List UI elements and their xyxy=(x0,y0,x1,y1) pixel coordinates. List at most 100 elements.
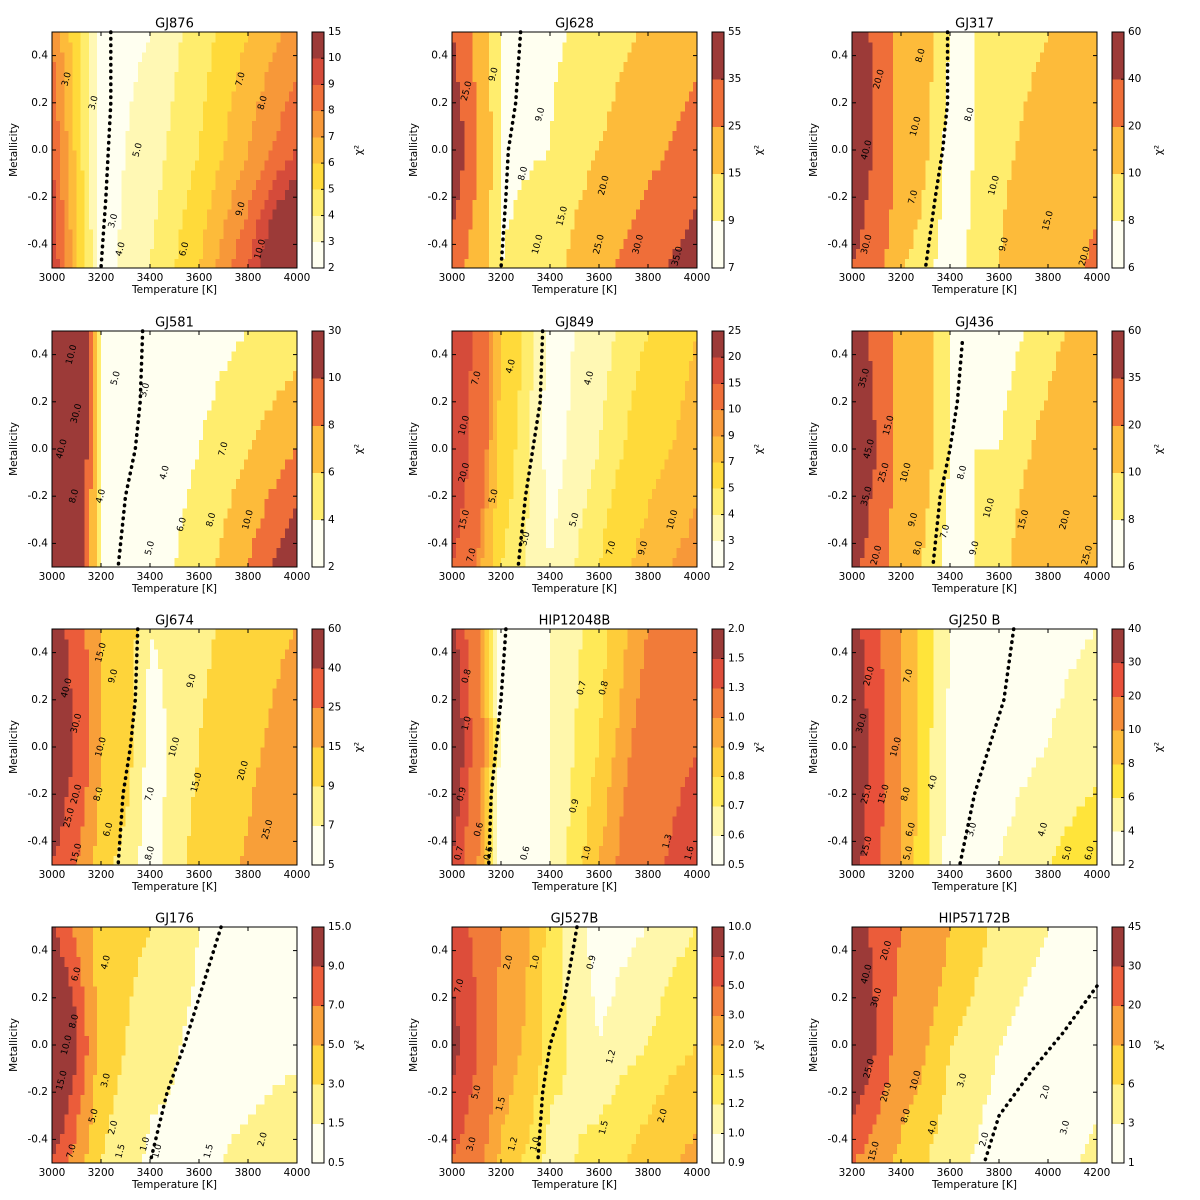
field-cell xyxy=(211,180,216,190)
field-cell xyxy=(1052,111,1057,121)
field-cell xyxy=(999,258,1004,268)
field-cell xyxy=(215,42,220,52)
field-cell xyxy=(673,180,678,190)
field-cell xyxy=(685,130,690,140)
field-cell xyxy=(224,199,229,209)
field-cell xyxy=(615,189,620,199)
field-cell xyxy=(611,170,616,180)
field-cell xyxy=(472,150,477,160)
field-cell xyxy=(244,101,249,111)
field-cell xyxy=(138,239,143,249)
field-cell xyxy=(926,140,931,150)
field-cell xyxy=(905,111,910,121)
field-cell xyxy=(538,71,543,81)
field-cell xyxy=(224,42,229,52)
field-cell xyxy=(570,121,575,131)
field-cell xyxy=(1056,32,1061,42)
field-cell xyxy=(501,62,506,72)
field-cell xyxy=(191,101,196,111)
field-cell xyxy=(513,32,518,42)
x-tick-label: 3600 xyxy=(586,272,613,284)
field-cell xyxy=(636,160,641,170)
field-cell xyxy=(554,52,559,62)
field-cell xyxy=(542,219,547,229)
field-cell xyxy=(1036,229,1041,239)
field-cell xyxy=(477,248,482,258)
field-cell xyxy=(170,239,175,249)
field-cell xyxy=(154,62,159,72)
field-cell xyxy=(170,488,175,498)
field-cell xyxy=(921,71,926,81)
field-cell xyxy=(1085,62,1090,72)
field-cell xyxy=(926,189,931,199)
field-cell xyxy=(1056,91,1061,101)
field-cell xyxy=(130,239,135,249)
field-cell xyxy=(550,239,555,249)
field-cell xyxy=(207,547,212,557)
field-cell xyxy=(142,52,147,62)
field-cell xyxy=(619,258,624,268)
field-cell xyxy=(864,121,869,131)
field-cell xyxy=(550,81,555,91)
field-cell xyxy=(477,81,482,91)
field-cell xyxy=(995,121,1000,131)
field-cell xyxy=(252,180,257,190)
field-cell xyxy=(199,248,204,258)
field-cell xyxy=(579,189,584,199)
field-cell xyxy=(187,101,192,111)
field-cell xyxy=(1056,71,1061,81)
field-cell xyxy=(485,239,490,249)
field-cell xyxy=(228,170,233,180)
field-cell xyxy=(142,219,147,229)
field-cell xyxy=(121,209,126,219)
field-cell xyxy=(897,62,902,72)
field-cell xyxy=(175,199,180,209)
field-cell xyxy=(452,209,457,219)
field-cell xyxy=(681,209,686,219)
field-cell xyxy=(1024,81,1029,91)
field-cell xyxy=(872,101,877,111)
field-cell xyxy=(273,258,278,268)
field-cell xyxy=(901,81,906,91)
field-cell xyxy=(199,180,204,190)
field-cell xyxy=(636,209,641,219)
field-cell xyxy=(203,32,208,42)
field-cell xyxy=(191,229,196,239)
field-cell xyxy=(1064,229,1069,239)
field-cell xyxy=(460,150,465,160)
y-tick-label: 0.4 xyxy=(31,50,48,62)
field-cell xyxy=(56,229,61,239)
field-cell xyxy=(146,239,151,249)
field-cell xyxy=(477,239,482,249)
field-cell xyxy=(619,62,624,72)
field-cell xyxy=(252,101,257,111)
field-cell xyxy=(477,32,482,42)
field-cell xyxy=(138,71,143,81)
field-cell xyxy=(1015,170,1020,180)
colorbar-tick-label: 7 xyxy=(728,262,735,274)
field-cell xyxy=(154,140,159,150)
field-cell xyxy=(685,71,690,81)
field-cell xyxy=(648,62,653,72)
field-cell xyxy=(962,160,967,170)
field-cell xyxy=(1064,150,1069,160)
field-cell xyxy=(489,160,494,170)
field-cell xyxy=(89,81,94,91)
field-cell xyxy=(579,71,584,81)
field-cell xyxy=(1048,101,1053,111)
field-cell xyxy=(121,160,126,170)
field-cell xyxy=(493,209,498,219)
field-cell xyxy=(562,81,567,91)
field-cell xyxy=(224,62,229,72)
field-cell xyxy=(570,32,575,42)
field-cell xyxy=(52,52,57,62)
field-cell xyxy=(954,111,959,121)
field-cell xyxy=(264,229,269,239)
field-cell xyxy=(558,52,563,62)
field-cell xyxy=(897,239,902,249)
field-cell xyxy=(464,62,469,72)
field-cell xyxy=(138,219,143,229)
field-cell xyxy=(881,130,886,140)
field-cell xyxy=(485,248,490,258)
field-cell xyxy=(207,101,212,111)
